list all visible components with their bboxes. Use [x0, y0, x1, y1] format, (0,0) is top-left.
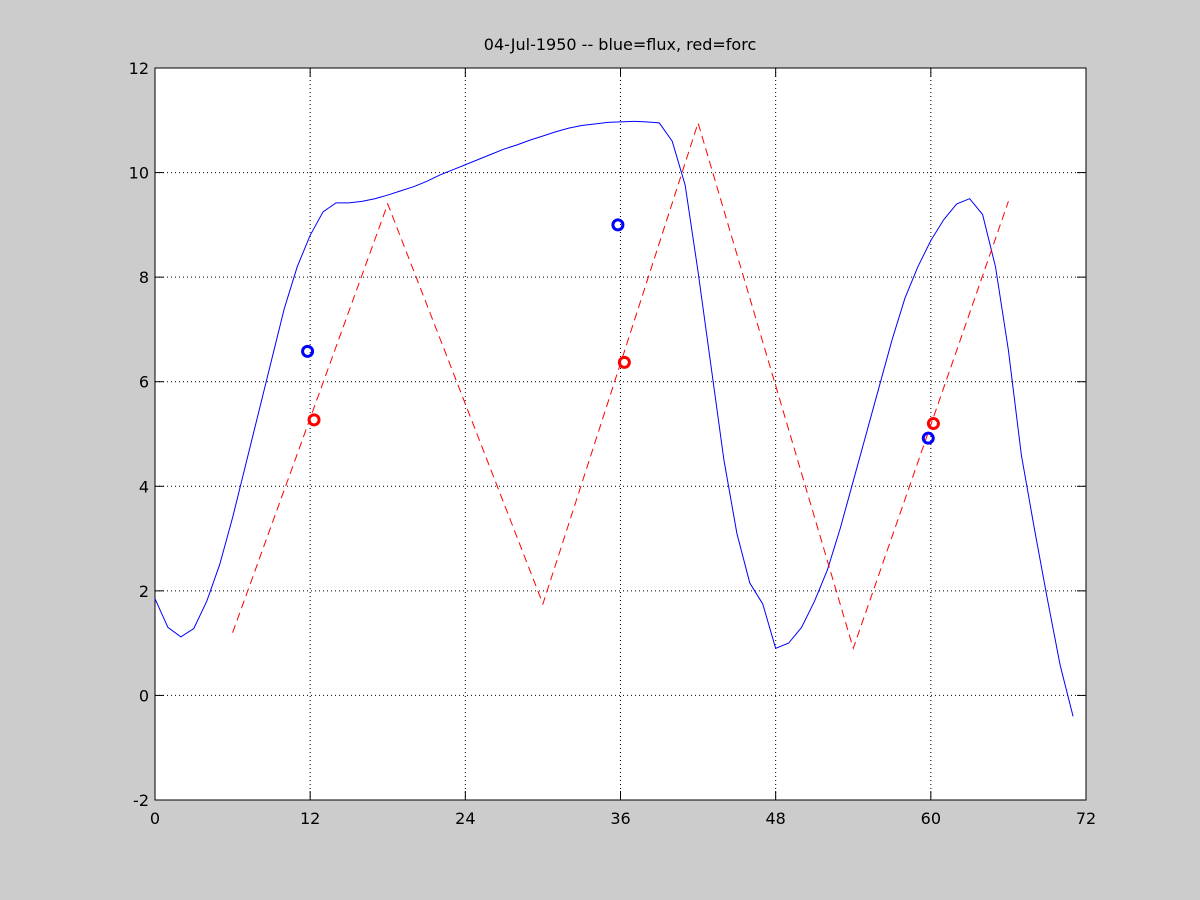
y-tick-label: 12 — [129, 59, 149, 78]
x-tick-label: 0 — [150, 809, 160, 828]
y-tick-label: 8 — [139, 268, 149, 287]
data-point — [921, 431, 935, 445]
plot-area — [155, 68, 1086, 800]
data-point — [611, 218, 625, 232]
data-point — [617, 355, 631, 369]
y-tick-label: 6 — [139, 373, 149, 392]
y-tick-label: 0 — [139, 686, 149, 705]
y-tick-label: 2 — [139, 582, 149, 601]
data-line — [154, 120, 1074, 717]
x-tick-label: 48 — [765, 809, 785, 828]
chart-title: 04-Jul-1950 -- blue=flux, red=forc — [484, 35, 756, 54]
x-tick-label: 72 — [1076, 809, 1096, 828]
x-tick-label: 24 — [455, 809, 475, 828]
data-point — [307, 413, 321, 427]
x-tick-label: 60 — [921, 809, 941, 828]
y-tick-label: 4 — [139, 477, 149, 496]
data-point — [301, 344, 315, 358]
y-tick-label: -2 — [133, 791, 149, 810]
x-tick-label: 12 — [300, 809, 320, 828]
x-tick-label: 36 — [610, 809, 630, 828]
y-tick-label: 10 — [129, 164, 149, 183]
axes-box — [154, 67, 1087, 801]
data-point — [926, 417, 940, 431]
